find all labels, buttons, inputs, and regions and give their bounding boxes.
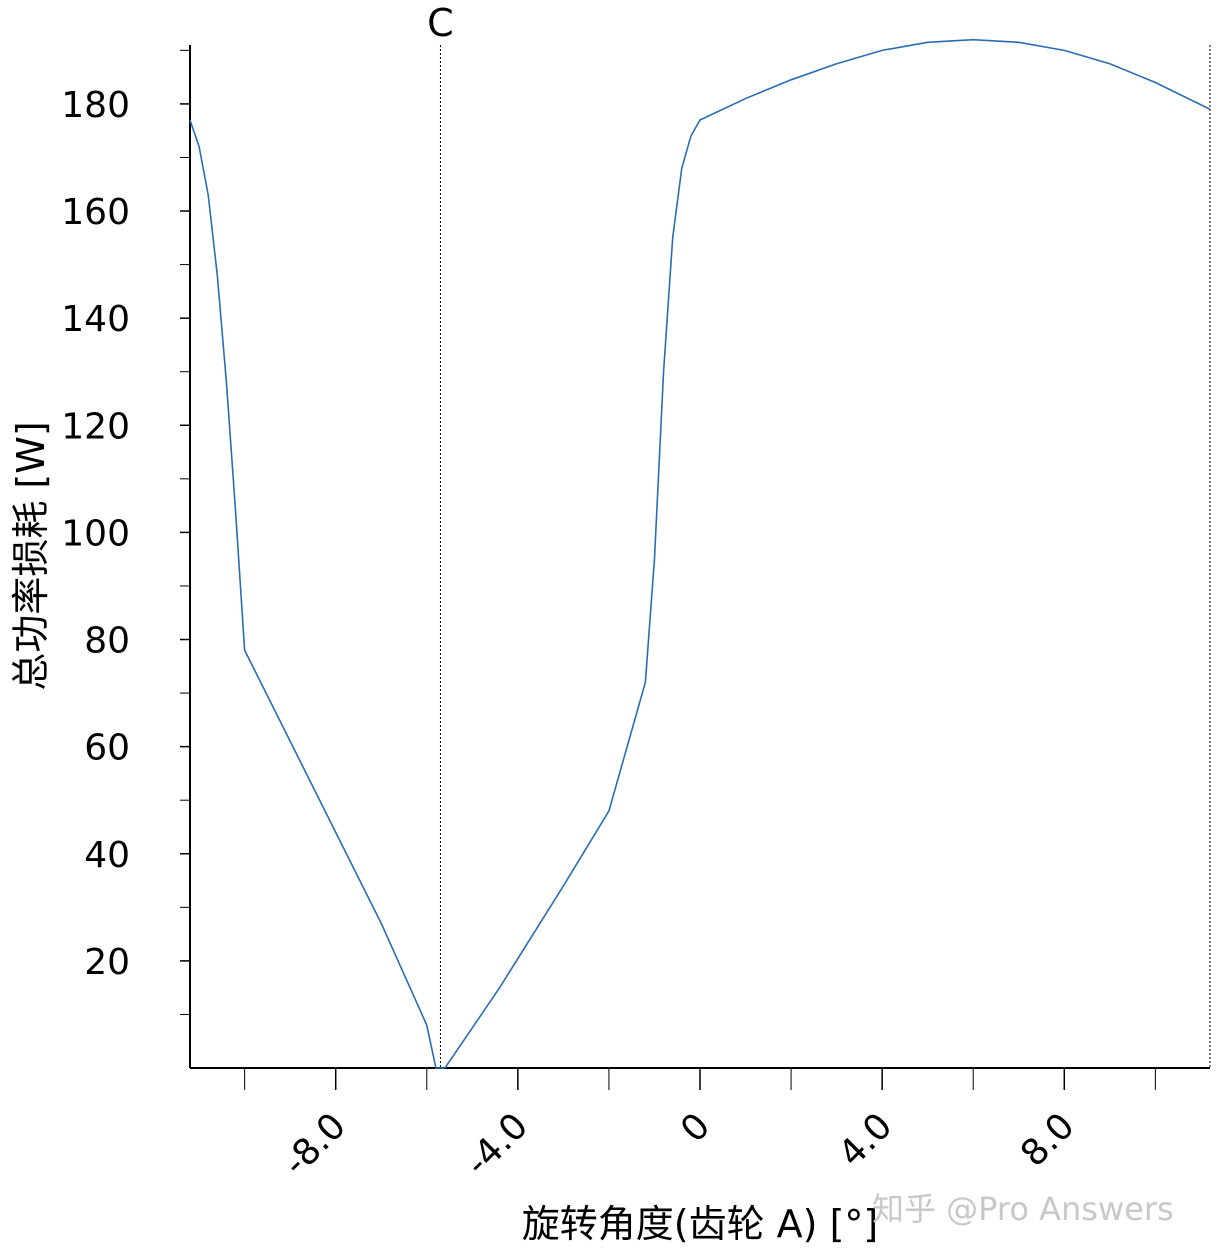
x-tick-label: -8.0 xyxy=(275,1105,354,1184)
y-tick-label: 60 xyxy=(84,728,130,769)
x-tick-label: -4.0 xyxy=(458,1105,537,1184)
y-axis-title: 总功率损耗 [W] xyxy=(9,421,53,690)
x-tick-label: 4.0 xyxy=(831,1105,900,1174)
y-tick-label: 140 xyxy=(61,299,130,340)
y-tick-label: 100 xyxy=(61,513,130,554)
x-axis-title: 旋转角度(齿轮 A) [°] xyxy=(522,1202,878,1246)
y-tick-label: 20 xyxy=(84,942,130,983)
marker-c-label: C xyxy=(427,1,454,45)
y-tick-label: 80 xyxy=(84,621,130,662)
y-tick-label: 120 xyxy=(61,406,130,447)
y-tick-label: 40 xyxy=(84,835,130,876)
y-axis-ticks: 20 40 60 80 100 120 140 160 180 xyxy=(61,49,190,1015)
y-tick-label: 160 xyxy=(61,192,130,233)
watermark: 知乎 @Pro Answers xyxy=(872,1190,1174,1228)
y-tick-label: 180 xyxy=(61,85,130,126)
x-tick-label: 0 xyxy=(673,1105,718,1150)
power-loss-line xyxy=(189,38,1211,1069)
x-tick-label: 8.0 xyxy=(1013,1105,1082,1174)
x-axis-ticks: -8.0 -4.0 0 4.0 8.0 xyxy=(244,1068,1156,1184)
